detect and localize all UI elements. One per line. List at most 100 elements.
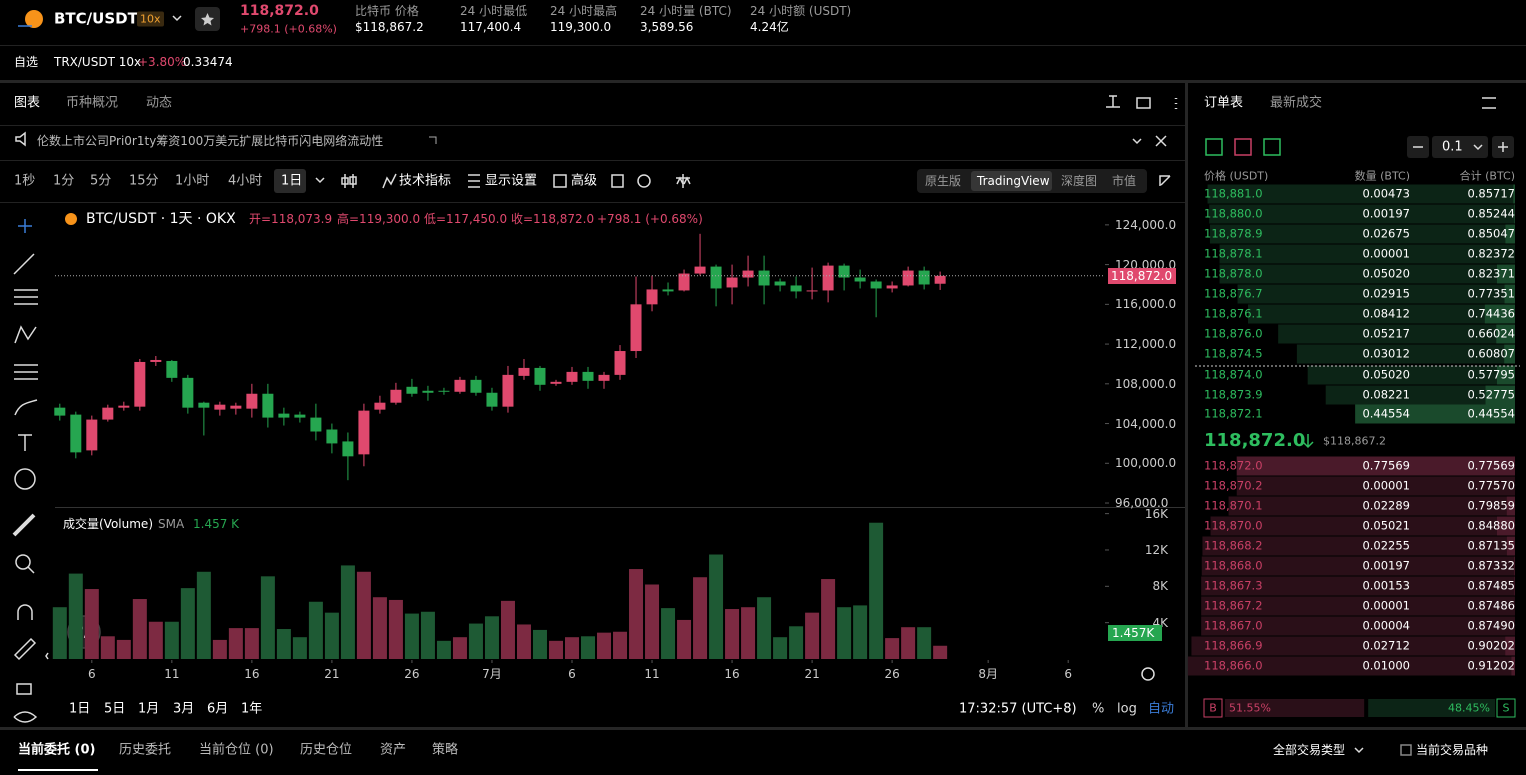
display-icon[interactable] xyxy=(468,174,480,188)
fullscreen-icon[interactable] xyxy=(1159,175,1171,186)
interval[interactable]: 4小时 xyxy=(228,173,263,189)
checkbox[interactable] xyxy=(1400,744,1412,756)
sell-badge xyxy=(1496,698,1516,718)
checkbox-label[interactable]: 当前交易品种 xyxy=(1416,743,1489,757)
text-tool[interactable] xyxy=(18,434,32,451)
settings-icon[interactable] xyxy=(1482,97,1496,109)
snapshot-icon[interactable] xyxy=(611,174,624,188)
range[interactable]: 1日 xyxy=(69,701,91,717)
fib-tool[interactable] xyxy=(14,289,38,305)
tool[interactable]: 技术指标 xyxy=(399,173,452,189)
view[interactable]: 深度图 xyxy=(1061,174,1098,188)
draw-lock-tool[interactable] xyxy=(13,637,37,661)
divider xyxy=(1185,83,1188,728)
watch-pair[interactable]: TRX/USDT 10x xyxy=(54,55,142,69)
scale-option[interactable]: % xyxy=(1092,701,1105,717)
coin-icon xyxy=(65,213,77,225)
stepper-signs[interactable] xyxy=(1413,142,1508,152)
alert-icon[interactable] xyxy=(1106,95,1120,108)
chart-settings[interactable] xyxy=(1141,667,1155,681)
tool[interactable]: 显示设置 xyxy=(485,173,538,189)
range[interactable]: 6月 xyxy=(207,701,229,717)
range[interactable]: 5日 xyxy=(104,701,126,717)
pair[interactable]: BTC/USDT xyxy=(54,9,138,28)
interval[interactable]: 15分 xyxy=(129,173,159,189)
emoji-tool[interactable] xyxy=(14,468,36,490)
book-view-both[interactable] xyxy=(1205,138,1223,156)
y-tick-label: 120,000.0 xyxy=(1115,257,1177,272)
chevron[interactable] xyxy=(172,15,182,22)
depth-qty xyxy=(1484,304,1515,324)
step-select[interactable] xyxy=(1432,136,1488,158)
book-qty: 0.02915 xyxy=(1362,286,1410,301)
x-tick-label: 7月 xyxy=(482,667,502,681)
visibility-tool[interactable] xyxy=(13,711,38,723)
pattern-tool[interactable] xyxy=(14,325,37,344)
interval[interactable]: 1小时 xyxy=(175,173,210,189)
news[interactable]: 伦数上市公司Pri0r1ty筹资100万美元扩展比特币闪电网络流动性 xyxy=(37,134,384,148)
book-total: 0.85244 xyxy=(1467,206,1515,221)
indicator-icon[interactable] xyxy=(382,173,397,189)
chart-tab[interactable]: 币种概况 xyxy=(66,95,119,111)
range[interactable]: 3月 xyxy=(173,701,195,717)
bottom-tab[interactable]: 策略 xyxy=(432,742,459,758)
book-price: 118,876.0 xyxy=(1204,326,1263,341)
depth-total xyxy=(1210,516,1515,536)
bottom-tab[interactable]: 资产 xyxy=(380,742,407,758)
bottom-tab[interactable]: 当前仓位 (0) xyxy=(199,742,274,758)
book-view-asks[interactable] xyxy=(1263,138,1281,156)
zoom-tool[interactable] xyxy=(15,554,31,570)
book-qty: 0.05020 xyxy=(1362,367,1410,382)
filter[interactable]: 全部交易类型 xyxy=(1273,743,1346,757)
bottom-tab[interactable]: 历史仓位 xyxy=(300,742,353,758)
bottom-tab[interactable]: 历史委托 xyxy=(119,742,172,758)
buy-label: B xyxy=(1209,701,1217,715)
book-view-bids[interactable] xyxy=(1234,138,1252,156)
chevron[interactable] xyxy=(315,177,325,184)
book-tab[interactable]: 订单表 xyxy=(1204,95,1244,111)
crosshair-tool[interactable] xyxy=(18,25,32,233)
projection-tool[interactable] xyxy=(14,364,38,380)
view[interactable]: 市值 xyxy=(1112,174,1137,188)
candle-icon[interactable] xyxy=(341,174,357,188)
line-tool[interactable] xyxy=(13,253,35,275)
book-tab[interactable]: 最新成交 xyxy=(1270,95,1323,111)
lock-tool[interactable] xyxy=(16,683,32,695)
scale-option[interactable]: log xyxy=(1117,701,1137,717)
interval[interactable]: 1分 xyxy=(53,173,75,189)
interval[interactable]: 5分 xyxy=(90,173,112,189)
collapse-arrow[interactable] xyxy=(45,652,49,660)
chart-tab[interactable]: 动态 xyxy=(146,95,173,111)
tool[interactable]: 高级 xyxy=(571,173,598,189)
range[interactable]: 1月 xyxy=(138,701,160,717)
view[interactable]: TradingView xyxy=(977,174,1050,188)
interval[interactable]: 1秒 xyxy=(14,173,36,189)
scale-option[interactable]: 自动 xyxy=(1148,701,1175,717)
volume-bar xyxy=(548,640,563,659)
book-qty: 0.03012 xyxy=(1362,346,1410,361)
depth-qty xyxy=(1506,496,1515,516)
interval[interactable]: 1日 xyxy=(281,173,303,189)
book-total: 0.52775 xyxy=(1467,387,1515,402)
x-tick-label: 8月 xyxy=(978,667,998,681)
layout-icon[interactable] xyxy=(1136,97,1151,109)
volume-bar xyxy=(629,569,644,659)
bottom-tab[interactable]: 当前委托 (0) xyxy=(18,742,96,758)
news-controls[interactable] xyxy=(1132,135,1167,147)
view[interactable]: 原生版 xyxy=(925,174,962,188)
ruler-tool[interactable] xyxy=(12,513,36,537)
external-link[interactable] xyxy=(429,136,437,144)
brush-tool[interactable] xyxy=(14,399,38,416)
magnet-tool[interactable] xyxy=(17,604,33,620)
gear-icon[interactable] xyxy=(637,174,651,188)
step[interactable]: 0.1 xyxy=(1442,139,1463,155)
advanced-icon[interactable] xyxy=(553,174,567,188)
chart-tab[interactable]: 图表 xyxy=(14,95,41,111)
compare-icon[interactable] xyxy=(676,174,691,188)
candle-body xyxy=(166,360,178,378)
chevron[interactable] xyxy=(1354,747,1364,754)
range[interactable]: 1年 xyxy=(241,701,263,717)
book-total: 0.90202 xyxy=(1467,638,1515,653)
candle-body xyxy=(902,270,914,286)
volume-indicator-value: 1.457 K xyxy=(193,517,240,531)
